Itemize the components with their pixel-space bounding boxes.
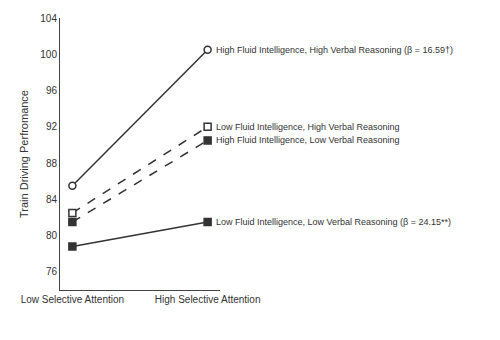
svg-text:Low Selective Attention: Low Selective Attention — [21, 294, 124, 305]
svg-text:76: 76 — [46, 266, 58, 277]
svg-text:92: 92 — [46, 121, 58, 132]
svg-text:High Fluid Intelligence, Low V: High Fluid Intelligence, Low Verbal Reas… — [216, 135, 400, 145]
svg-text:88: 88 — [46, 158, 58, 169]
svg-text:Train Driving Perfromance: Train Driving Perfromance — [18, 90, 30, 218]
svg-text:80: 80 — [46, 230, 58, 241]
svg-text:100: 100 — [40, 49, 57, 60]
svg-text:96: 96 — [46, 85, 58, 96]
svg-text:High Selective Attention: High Selective Attention — [155, 294, 261, 305]
svg-text:Low Fluid Intelligence, Low Ve: Low Fluid Intelligence, Low Verbal Reaso… — [216, 217, 451, 227]
svg-text:High Fluid Intelligence, High: High Fluid Intelligence, High Verbal Rea… — [216, 45, 453, 55]
svg-text:Low Fluid Intelligence, High V: Low Fluid Intelligence, High Verbal Reas… — [216, 122, 400, 132]
svg-text:104: 104 — [40, 13, 57, 24]
svg-text:84: 84 — [46, 194, 58, 205]
